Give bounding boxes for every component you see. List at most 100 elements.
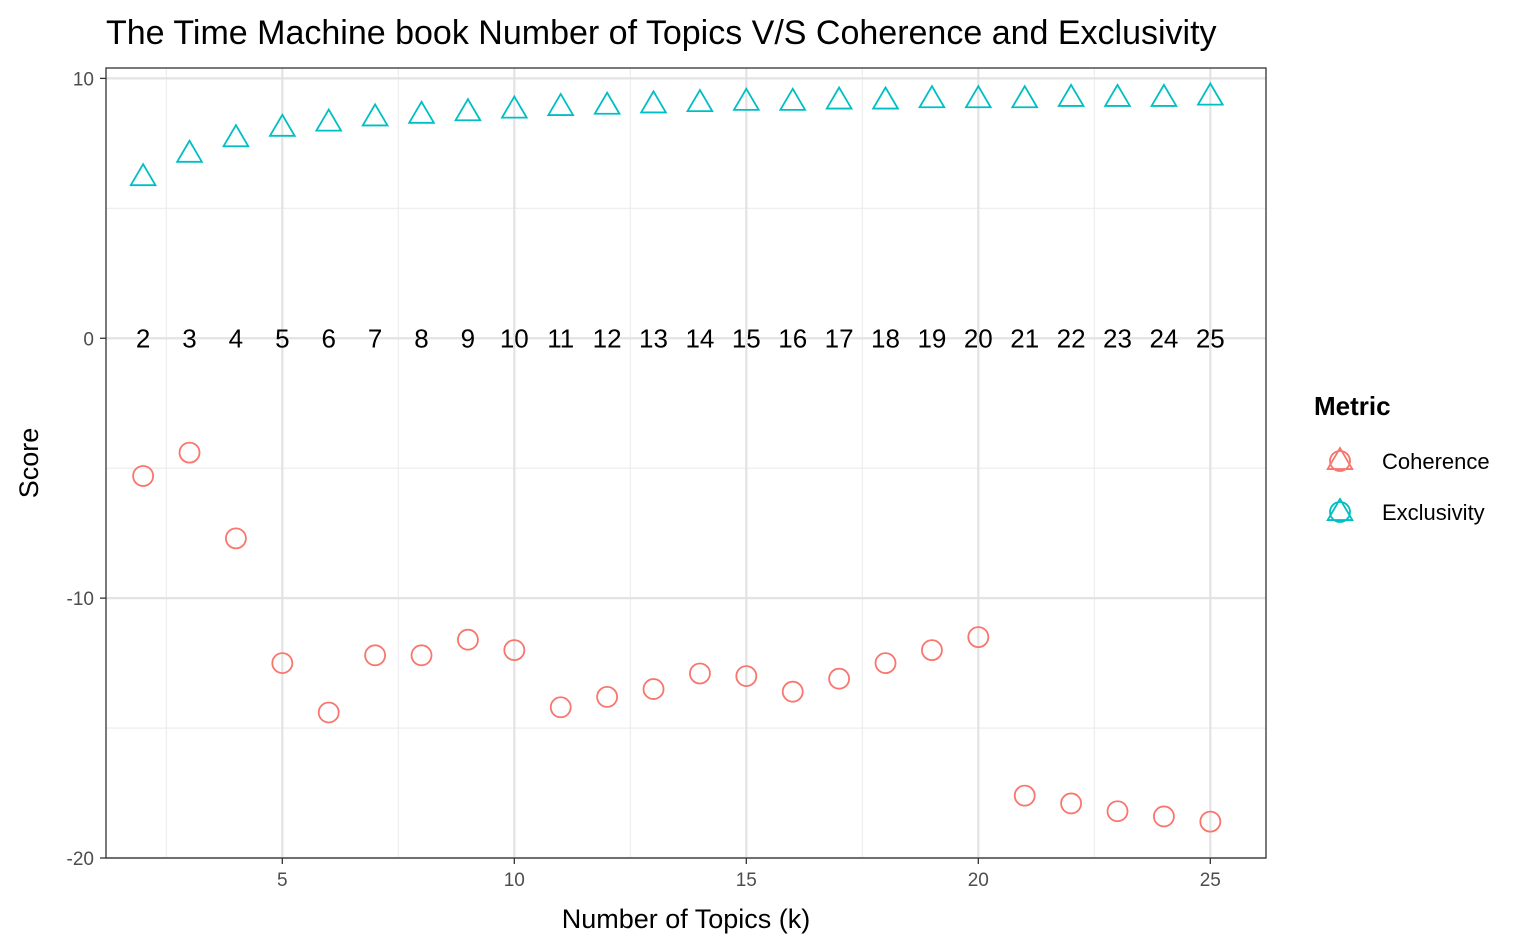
coherence-point [317, 701, 340, 724]
k-label: 7 [368, 323, 382, 353]
exclusivity-point [175, 138, 204, 163]
x-tick-label: 10 [504, 870, 525, 891]
y-tick-label: -20 [67, 849, 94, 870]
exclusivity-point [407, 99, 436, 124]
coherence-point [874, 652, 897, 674]
exclusivity-point [361, 102, 390, 127]
coherence-point [1013, 784, 1036, 807]
coherence-point [178, 441, 201, 464]
coherence-point [1199, 810, 1222, 833]
k-label: 19 [917, 323, 946, 353]
legend-key-coherence-triangle [1326, 446, 1354, 470]
k-label: 5 [275, 323, 289, 353]
exclusivity-point [1149, 83, 1178, 107]
legend-key-exclusivity-circle [1329, 501, 1351, 523]
y-tick-label: 10 [73, 69, 94, 90]
legend-item-exclusivity: Exclusivity [1326, 497, 1485, 525]
exclusivity-point [129, 162, 158, 187]
coherence-point [828, 667, 851, 690]
x-tick-label: 5 [277, 870, 288, 891]
exclusivity-point [825, 85, 854, 110]
legend-key-coherence-circle [1329, 450, 1351, 472]
data-points [129, 81, 1225, 833]
y-tick-label: -10 [67, 589, 94, 610]
coherence-point [689, 662, 711, 685]
legend: Metric Coherence Exclusivity [1314, 391, 1490, 525]
coherence-point [1106, 800, 1129, 823]
k-label: 18 [871, 323, 900, 353]
exclusivity-point [871, 85, 900, 110]
exclusivity-point [1010, 84, 1039, 109]
k-label: 9 [461, 323, 475, 353]
x-tick-label: 15 [736, 870, 757, 891]
legend-label-coherence: Coherence [1382, 449, 1490, 474]
coherence-point [225, 527, 247, 550]
exclusivity-point [593, 90, 622, 115]
coherence-point [642, 678, 665, 700]
k-label: 25 [1196, 323, 1225, 353]
k-label: 10 [500, 323, 529, 353]
k-label: 14 [685, 323, 714, 353]
coherence-point [967, 626, 990, 649]
y-axis-title: Score [14, 428, 44, 499]
exclusivity-point [964, 84, 993, 109]
coherence-point [271, 652, 294, 674]
plot-area [106, 68, 1266, 858]
coherence-point [735, 665, 758, 687]
legend-item-coherence: Coherence [1326, 446, 1490, 474]
exclusivity-point [314, 107, 343, 132]
k-label: 6 [321, 323, 335, 353]
k-label-layer: 2 3 4 5 6 7 8 9 10 11 12 13 14 15 16 17 18 19 20 21 22 23 24 25 [136, 323, 1225, 353]
exclusivity-point [1057, 83, 1086, 107]
exclusivity-point [732, 87, 761, 111]
coherence-point [1153, 805, 1175, 828]
k-label: 24 [1149, 323, 1178, 353]
x-axis-title: Number of Topics (k) [562, 904, 811, 934]
exclusivity-point [453, 97, 482, 122]
exclusivity-point [778, 87, 807, 111]
x-tick-label: 20 [968, 870, 989, 891]
k-label: 4 [229, 323, 243, 353]
exclusivity-point [917, 84, 946, 109]
exclusivity-point [546, 92, 575, 116]
plot-border [105, 67, 1267, 859]
exclusivity-point [1196, 81, 1225, 106]
k-label: 17 [825, 323, 854, 353]
x-tick-label: 25 [1200, 870, 1221, 891]
exclusivity-point [639, 89, 668, 114]
legend-key-exclusivity-triangle [1326, 497, 1354, 521]
coherence-point [503, 639, 526, 662]
k-label: 12 [593, 323, 622, 353]
coherence-point [781, 680, 804, 703]
k-label: 22 [1057, 323, 1086, 353]
k-label: 13 [639, 323, 668, 353]
coherence-point [457, 628, 479, 651]
exclusivity-point [1103, 83, 1132, 107]
legend-title: Metric [1314, 391, 1391, 421]
k-label: 20 [964, 323, 993, 353]
k-label: 8 [414, 323, 428, 353]
coherence-point [1060, 792, 1083, 815]
k-label: 3 [182, 323, 196, 353]
chart-title: The Time Machine book Number of Topics V… [106, 14, 1217, 52]
coherence-point [132, 465, 155, 487]
k-label: 21 [1010, 323, 1039, 353]
coherence-point [364, 644, 387, 667]
k-label: 2 [136, 323, 150, 353]
k-label: 15 [732, 323, 761, 353]
coherence-point [921, 639, 943, 662]
k-label: 23 [1103, 323, 1132, 353]
coherence-point [410, 644, 433, 667]
y-tick-label: 0 [83, 329, 94, 350]
exclusivity-point [500, 94, 529, 119]
k-label: 16 [778, 323, 807, 353]
coherence-point [549, 696, 572, 719]
legend-label-exclusivity: Exclusivity [1382, 500, 1485, 525]
exclusivity-point [685, 88, 714, 113]
k-label: 11 [547, 323, 574, 353]
exclusivity-point [268, 112, 297, 137]
coherence-point [596, 685, 619, 708]
exclusivity-point [221, 123, 250, 148]
